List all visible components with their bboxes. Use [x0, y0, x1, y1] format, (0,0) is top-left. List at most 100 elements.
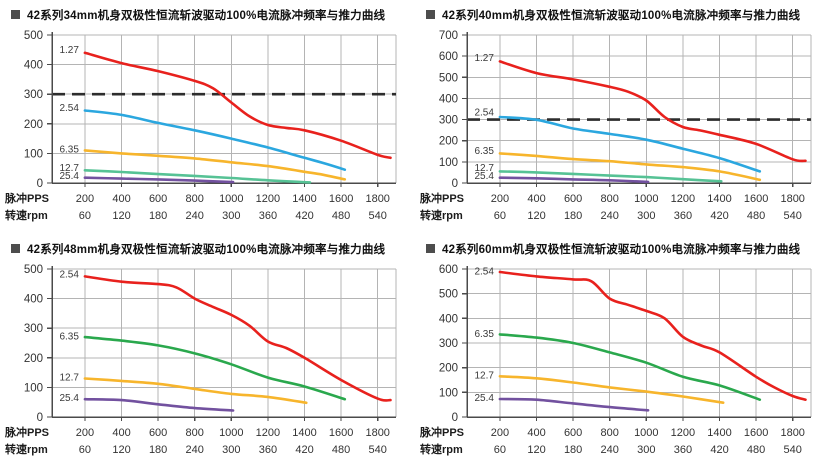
- x-axis-label-pps: 脉冲PPS: [419, 191, 464, 205]
- x-axis-pps-tick-label: 800: [186, 427, 204, 439]
- y-axis-tick-label: 400: [24, 60, 43, 72]
- x-axis-pps-tick-label: 800: [601, 427, 619, 439]
- x-axis-pps-tick-label: 1800: [780, 193, 804, 205]
- x-axis-rpm-tick-label: 60: [494, 444, 506, 456]
- x-axis-rpm-tick-label: 420: [295, 444, 313, 456]
- x-axis-rpm-tick-label: 480: [747, 210, 765, 222]
- series-label-25.4: 25.4: [59, 393, 79, 404]
- axes: [462, 32, 811, 187]
- y-axis-tick-label: 500: [439, 289, 458, 301]
- y-axis-tick-label: 500: [24, 264, 43, 276]
- x-axis-rpm-tick-label: 420: [295, 210, 313, 222]
- x-axis-pps-tick-label: 1000: [219, 427, 243, 439]
- thrust-curve-chart-48mm: 0 100 200 300 400 500 200 60 400 120 600 180 800 240 1…: [4, 264, 397, 456]
- x-axis-pps-tick-label: 1000: [634, 193, 658, 205]
- x-axis-label-rpm: 转速rpm: [420, 442, 463, 456]
- x-axis-pps-tick-label: 1800: [780, 427, 804, 439]
- x-axis-label-pps: 脉冲PPS: [4, 191, 49, 205]
- thrust-curve-chart-40mm: 0 100 200 300 400 500 600 700 200 60 400 120 600 180 8…: [419, 30, 812, 222]
- x-axis-pps-tick-label: 1000: [219, 193, 243, 205]
- x-axis-rpm-tick-label: 240: [186, 210, 204, 222]
- x-axis-rpm-tick-label: 180: [149, 210, 167, 222]
- x-axis-pps-tick-label: 200: [76, 427, 94, 439]
- x-axis-rpm-tick-label: 120: [527, 444, 545, 456]
- x-axis-pps-tick-label: 800: [186, 193, 204, 205]
- series-line-6.35: [83, 149, 347, 181]
- plot-grid: [467, 34, 812, 183]
- series-line-2.54: [83, 109, 347, 171]
- x-axis-rpm-tick-label: 120: [527, 210, 545, 222]
- y-axis-tick-label: 0: [37, 412, 43, 424]
- x-axis-pps-tick-label: 600: [564, 427, 582, 439]
- plot-grid: [467, 268, 812, 417]
- series-line-2.54: [498, 270, 807, 401]
- y-axis-tick-label: 400: [439, 93, 458, 105]
- axes: [47, 266, 396, 421]
- series-line-25.4: [83, 176, 235, 184]
- y-axis-tick-label: 200: [24, 119, 43, 131]
- y-axis-tick-label: 600: [439, 264, 458, 276]
- y-axis-tick-label: 100: [439, 387, 458, 399]
- x-axis-pps-tick-label: 600: [149, 193, 167, 205]
- series-line-12.7: [83, 169, 312, 184]
- y-axis-tick-label: 200: [439, 363, 458, 375]
- y-axis-tick-label: 300: [439, 115, 458, 127]
- series-line-2.54: [83, 275, 392, 402]
- y-axis-tick-label: 0: [452, 178, 458, 190]
- square-bullet-icon: [11, 10, 20, 19]
- x-axis-pps-tick-label: 1400: [707, 427, 731, 439]
- x-axis-pps-tick-label: 1400: [292, 427, 316, 439]
- x-axis-pps-tick-label: 1200: [256, 427, 280, 439]
- series-label-2.54: 2.54: [59, 103, 79, 114]
- y-axis-tick-label: 200: [439, 136, 458, 148]
- y-axis-tick-label: 200: [24, 353, 43, 365]
- chart-panel-40mm: 42系列40mm机身双极性恒流斩波驱动100%电流脉冲频率与推力曲线 0 100 2…: [415, 0, 831, 234]
- series-label-2.54: 2.54: [474, 108, 494, 119]
- x-axis-pps-tick-label: 200: [76, 193, 94, 205]
- series-label-12.7: 12.7: [474, 163, 494, 174]
- series-label-6.35: 6.35: [474, 146, 494, 157]
- x-axis-pps-tick-label: 1800: [365, 193, 389, 205]
- y-axis-tick-label: 100: [24, 148, 43, 160]
- y-axis-tick-label: 100: [439, 157, 458, 169]
- x-axis-rpm-tick-label: 240: [601, 444, 619, 456]
- x-axis-label-pps: 脉冲PPS: [4, 425, 49, 439]
- x-axis-pps-tick-label: 400: [527, 427, 545, 439]
- x-axis-rpm-tick-label: 360: [259, 444, 277, 456]
- series-label-12.7: 12.7: [59, 163, 79, 174]
- series-line-12.7: [498, 375, 725, 404]
- series-line-6.35: [498, 152, 762, 182]
- x-axis-pps-tick-label: 600: [149, 427, 167, 439]
- series-label-25.4: 25.4: [474, 171, 494, 182]
- series-line-2.54: [498, 115, 762, 173]
- series-label-6.35: 6.35: [474, 329, 494, 340]
- chart-title-row-34mm: 42系列34mm机身双极性恒流斩波驱动100%电流脉冲频率与推力曲线: [0, 7, 415, 22]
- axes: [47, 32, 396, 187]
- x-axis-label-pps: 脉冲PPS: [419, 425, 464, 439]
- chart-panel-34mm: 42系列34mm机身双极性恒流斩波驱动100%电流脉冲频率与推力曲线 0 100 2…: [0, 0, 415, 234]
- chart-title-34mm: 42系列34mm机身双极性恒流斩波驱动100%电流脉冲频率与推力曲线: [27, 9, 386, 22]
- x-axis-pps-tick-label: 1200: [256, 193, 280, 205]
- chart-panel-60mm: 42系列60mm机身双极性恒流斩波驱动100%电流脉冲频率与推力曲线 0 100 2…: [415, 234, 831, 469]
- axes: [462, 266, 811, 421]
- y-axis-tick-label: 300: [24, 89, 43, 101]
- x-axis-rpm-tick-label: 240: [186, 444, 204, 456]
- x-axis-rpm-tick-label: 120: [112, 210, 130, 222]
- series-label-12.7: 12.7: [59, 372, 79, 383]
- x-axis-rpm-tick-label: 480: [332, 444, 350, 456]
- x-axis-pps-tick-label: 400: [112, 193, 130, 205]
- x-axis-rpm-tick-label: 240: [601, 210, 619, 222]
- x-axis-pps-tick-label: 400: [527, 193, 545, 205]
- x-axis-rpm-tick-label: 60: [494, 210, 506, 222]
- series-label-6.35: 6.35: [59, 144, 79, 155]
- x-axis-rpm-tick-label: 540: [784, 210, 802, 222]
- series-line-25.4: [83, 397, 235, 412]
- x-axis-pps-tick-label: 1000: [634, 427, 658, 439]
- x-axis-rpm-tick-label: 480: [747, 444, 765, 456]
- x-axis-rpm-tick-label: 420: [710, 210, 728, 222]
- x-axis-rpm-tick-label: 120: [112, 444, 130, 456]
- x-axis-pps-tick-label: 1600: [744, 427, 768, 439]
- x-axis-rpm-tick-label: 60: [79, 444, 91, 456]
- x-axis-pps-tick-label: 1800: [365, 427, 389, 439]
